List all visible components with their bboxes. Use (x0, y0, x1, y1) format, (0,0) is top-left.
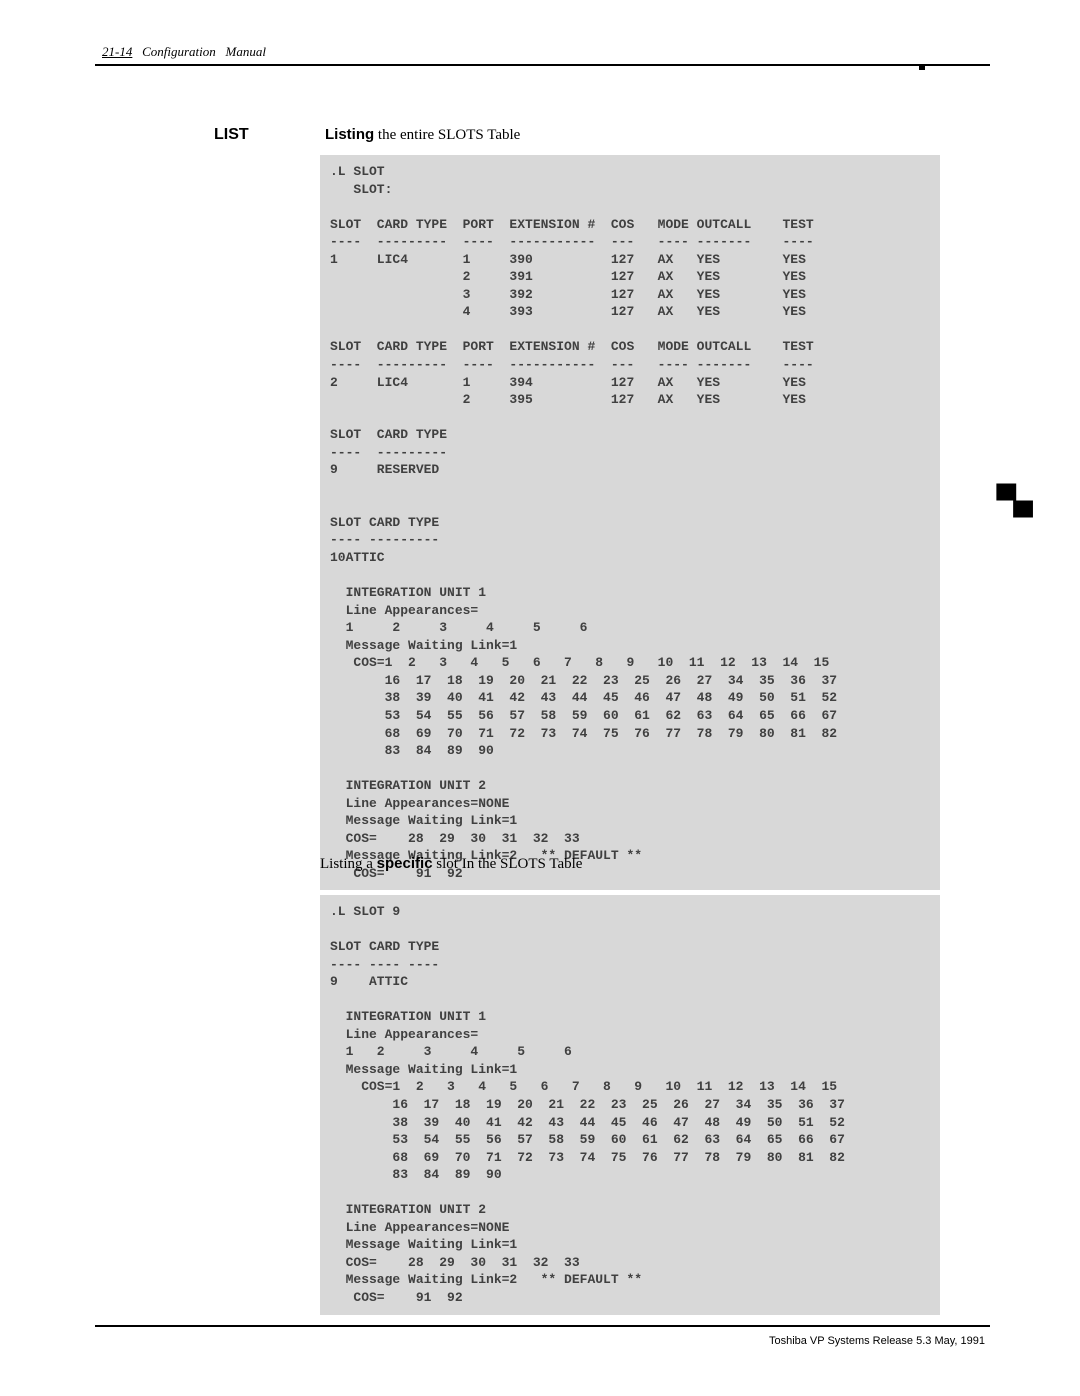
header-section-text: Configuration (142, 44, 216, 59)
print-smudge: ▀▄ (996, 485, 1030, 517)
terminal-output-1: .L SLOT SLOT: SLOT CARD TYPE PORT EXTENS… (320, 155, 940, 890)
caption-listing-specific: Listing a specific slot In the SLOTS Tab… (320, 855, 582, 873)
list-label: LIST (214, 126, 249, 144)
header-doc: Manual (226, 44, 266, 59)
header-rule (95, 64, 990, 66)
caption1-bold: Listing (325, 126, 374, 143)
page-header: 21-14 Configuration Manual (102, 44, 266, 60)
caption2-pre: Listing a (320, 856, 377, 872)
dot-mark (919, 64, 925, 70)
page-number: 21-14 (102, 44, 132, 59)
caption2-post: slot In the SLOTS Table (433, 856, 583, 872)
footer-rule (95, 1325, 990, 1327)
page-footer: Toshiba VP Systems Release 5.3 May, 1991 (769, 1335, 985, 1347)
caption1-rest: the entire SLOTS Table (374, 127, 520, 143)
caption-listing-all: Listing the entire SLOTS Table (325, 126, 520, 144)
caption2-bold: specific (377, 855, 433, 872)
terminal-output-2: .L SLOT 9 SLOT CARD TYPE ---- ---- ---- … (320, 895, 940, 1315)
